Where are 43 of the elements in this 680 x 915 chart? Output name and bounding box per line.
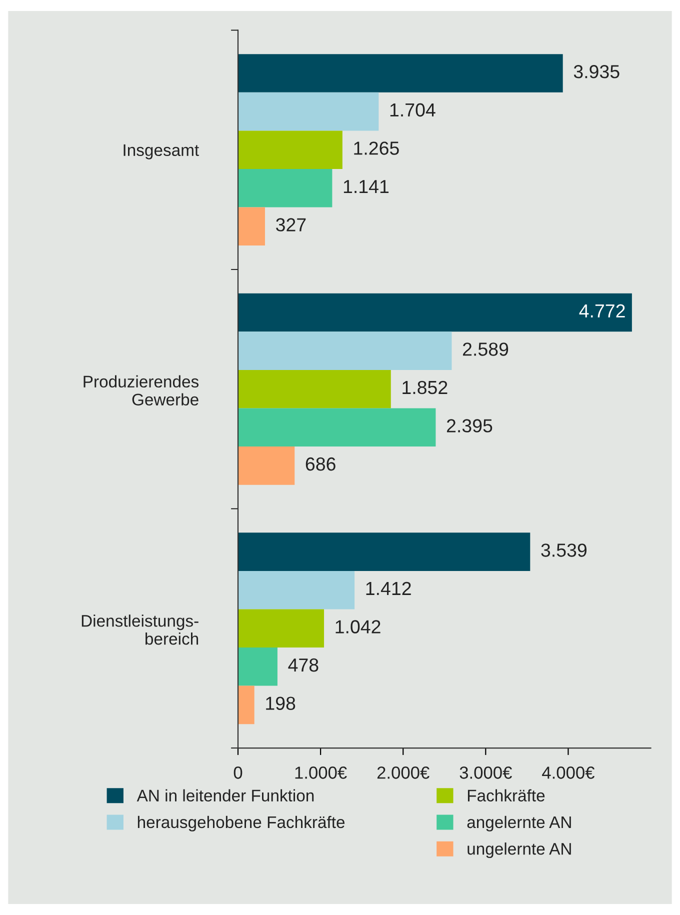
x-tick-label: 0 [234,766,242,779]
y-tick-label: Dienstleistungs- bereich [82,614,198,645]
bar [238,168,332,208]
bar [238,370,391,408]
data-label: 1.704 [390,103,436,117]
data-label: 686 [306,457,336,471]
y-tick-label: Produzierendes Gewerbe [84,375,199,406]
bar [238,446,295,485]
data-label: 1.042 [336,620,380,634]
data-label: 327 [276,218,306,232]
bar [238,332,452,370]
x-tick-label: 3.000€ [460,766,512,779]
x-tick-label: 1.000€ [295,766,347,779]
legend-label: angelernte AN [467,816,571,832]
bar [238,54,563,92]
data-label: 1.265 [354,142,399,155]
data-label: 478 [288,658,318,672]
data-label: 1.852 [402,380,448,394]
bar [238,570,355,610]
data-label: 3.539 [541,544,587,557]
bar [238,293,632,332]
bar [238,648,278,686]
bar [238,130,342,169]
data-label: 2.395 [446,419,492,432]
bar [238,686,254,724]
y-tick-label: Insgesamt [124,144,199,160]
legend-label: ungelernte AN [468,842,571,858]
data-label: 1.141 [344,180,389,193]
x-tick-label: 2.000€ [377,766,430,779]
data-label: 2.589 [462,342,508,356]
legend-label: Fachkräfte [468,789,545,802]
bar [238,408,436,447]
bar [238,532,530,571]
bar [238,207,265,246]
x-tick-label: 4.000€ [542,766,595,779]
bar [238,92,379,131]
data-label: 4.772 [579,304,625,318]
data-label: 1.412 [366,582,411,595]
data-label: 3.935 [574,65,620,78]
legend-label: AN in leitender Funktion [136,789,314,802]
bar [238,609,324,648]
data-label: 198 [266,696,296,710]
legend-label: herausgehobene Fachkräfte [138,816,345,832]
